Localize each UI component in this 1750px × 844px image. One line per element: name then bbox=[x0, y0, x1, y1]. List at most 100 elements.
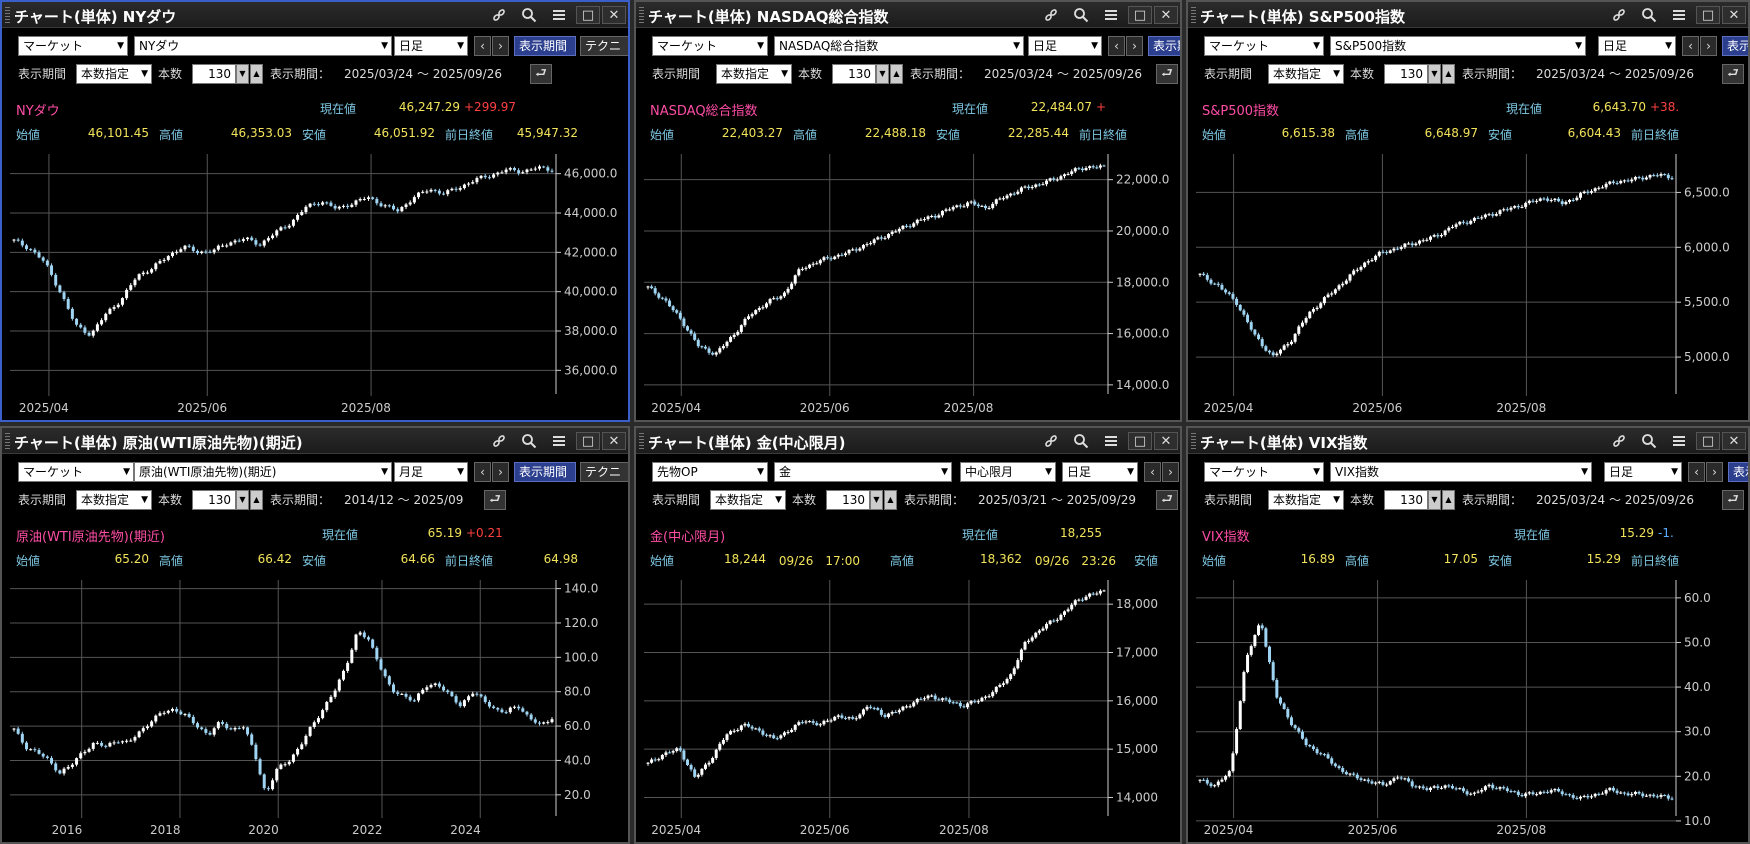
count-up-button[interactable]: ▲ bbox=[1442, 490, 1455, 510]
prev-button[interactable]: ‹ bbox=[474, 462, 491, 482]
prev-button[interactable]: ‹ bbox=[1688, 462, 1705, 482]
link-button[interactable] bbox=[484, 430, 514, 452]
technical-button[interactable]: テクニ bbox=[580, 462, 628, 482]
count-up-button[interactable]: ▲ bbox=[884, 490, 897, 510]
title-bar[interactable]: チャート(単体) VIX指数 □ ✕ bbox=[1188, 428, 1748, 454]
drag-grip-icon[interactable] bbox=[639, 433, 644, 449]
prev-button[interactable]: ‹ bbox=[1144, 462, 1161, 482]
select-1[interactable]: 先物OP ▼ bbox=[652, 462, 768, 482]
select-2[interactable]: NYダウ ▼ bbox=[134, 36, 392, 56]
zoom-button[interactable] bbox=[514, 4, 544, 26]
next-button[interactable]: › bbox=[1700, 36, 1717, 56]
chart-area[interactable]: 18,000 17,000 16,000 15,000 14,000 2025/04 202… bbox=[636, 574, 1180, 842]
zoom-button[interactable] bbox=[1634, 430, 1664, 452]
select-2[interactable]: NASDAQ総合指数 ▼ bbox=[774, 36, 1024, 56]
maximize-button[interactable]: □ bbox=[1128, 432, 1152, 450]
reload-button[interactable]: ⮐ bbox=[530, 64, 552, 84]
zoom-button[interactable] bbox=[1066, 4, 1096, 26]
menu-button[interactable] bbox=[544, 4, 574, 26]
count-spec-select[interactable]: 本数指定 ▼ bbox=[1268, 490, 1344, 510]
link-button[interactable] bbox=[1604, 430, 1634, 452]
title-bar[interactable]: チャート(単体) S&P500指数 □ ✕ bbox=[1188, 2, 1748, 28]
count-spec-select[interactable]: 本数指定 ▼ bbox=[1268, 64, 1344, 84]
link-button[interactable] bbox=[1036, 4, 1066, 26]
next-button[interactable]: › bbox=[492, 462, 509, 482]
count-input[interactable]: 130 bbox=[1384, 64, 1428, 84]
select-1[interactable]: マーケット ▼ bbox=[18, 36, 128, 56]
close-button[interactable]: ✕ bbox=[1722, 432, 1746, 450]
menu-button[interactable] bbox=[544, 430, 574, 452]
chart-area[interactable]: 60.0 50.0 40.0 30.0 20.0 10.0 2025/04 2025/06 20… bbox=[1188, 574, 1748, 842]
reload-button[interactable]: ⮐ bbox=[1722, 490, 1744, 510]
technical-button[interactable]: テクニ bbox=[580, 36, 628, 56]
drag-grip-icon[interactable] bbox=[1191, 433, 1196, 449]
display-period-button[interactable]: 表示期間 bbox=[514, 36, 576, 56]
drag-grip-icon[interactable] bbox=[5, 433, 10, 449]
drag-grip-icon[interactable] bbox=[5, 7, 10, 23]
select-3[interactable]: 中心限月 ▼ bbox=[960, 462, 1056, 482]
chart-area[interactable]: 140.0 120.0 100.0 80.0 60.0 40.0 20.0 2016 2018 2… bbox=[2, 574, 628, 842]
count-input[interactable]: 130 bbox=[192, 64, 236, 84]
count-spec-select[interactable]: 本数指定 ▼ bbox=[710, 490, 786, 510]
count-spec-select[interactable]: 本数指定 ▼ bbox=[716, 64, 792, 84]
next-button[interactable]: › bbox=[1126, 36, 1143, 56]
display-period-button[interactable]: 表示期間 bbox=[1722, 36, 1748, 56]
chart-area[interactable]: 46,000.0 44,000.0 42,000.0 40,000.0 38,000.0… bbox=[2, 148, 628, 420]
select-3[interactable]: 月足 ▼ bbox=[394, 462, 468, 482]
maximize-button[interactable]: □ bbox=[1696, 6, 1720, 24]
count-up-button[interactable]: ▲ bbox=[250, 490, 263, 510]
select-4[interactable]: 日足 ▼ bbox=[1062, 462, 1138, 482]
count-input[interactable]: 130 bbox=[1384, 490, 1428, 510]
next-button[interactable]: › bbox=[492, 36, 509, 56]
maximize-button[interactable]: □ bbox=[576, 6, 600, 24]
reload-button[interactable]: ⮐ bbox=[1722, 64, 1744, 84]
reload-button[interactable]: ⮐ bbox=[484, 490, 506, 510]
close-button[interactable]: ✕ bbox=[1154, 432, 1178, 450]
menu-button[interactable] bbox=[1096, 4, 1126, 26]
reload-button[interactable]: ⮐ bbox=[1156, 64, 1178, 84]
maximize-button[interactable]: □ bbox=[576, 432, 600, 450]
close-button[interactable]: ✕ bbox=[602, 432, 626, 450]
select-3[interactable]: 日足 ▼ bbox=[1604, 462, 1682, 482]
count-down-button[interactable]: ▼ bbox=[236, 490, 249, 510]
link-button[interactable] bbox=[1036, 430, 1066, 452]
select-3[interactable]: 日足 ▼ bbox=[1598, 36, 1676, 56]
zoom-button[interactable] bbox=[514, 430, 544, 452]
select-2[interactable]: VIX指数 ▼ bbox=[1330, 462, 1592, 482]
select-2[interactable]: S&P500指数 ▼ bbox=[1330, 36, 1586, 56]
zoom-button[interactable] bbox=[1634, 4, 1664, 26]
maximize-button[interactable]: □ bbox=[1696, 432, 1720, 450]
count-down-button[interactable]: ▼ bbox=[870, 490, 883, 510]
display-period-button[interactable]: 表示期間 bbox=[1728, 462, 1748, 482]
prev-button[interactable]: ‹ bbox=[1108, 36, 1125, 56]
menu-button[interactable] bbox=[1096, 430, 1126, 452]
chart-area[interactable]: 6,500.0 6,000.0 5,500.0 5,000.0 2025/04 2025/… bbox=[1188, 148, 1748, 420]
count-up-button[interactable]: ▲ bbox=[250, 64, 263, 84]
title-bar[interactable]: チャート(単体) 原油(WTI原油先物)(期近) □ ✕ bbox=[2, 428, 628, 454]
zoom-button[interactable] bbox=[1066, 430, 1096, 452]
chart-area[interactable]: 22,000.0 20,000.0 18,000.0 16,000.0 14,000.0… bbox=[636, 148, 1180, 420]
count-down-button[interactable]: ▼ bbox=[236, 64, 249, 84]
display-period-button[interactable]: 表示期間 bbox=[1148, 36, 1180, 56]
close-button[interactable]: ✕ bbox=[1154, 6, 1178, 24]
close-button[interactable]: ✕ bbox=[1722, 6, 1746, 24]
select-1[interactable]: マーケット ▼ bbox=[1204, 36, 1324, 56]
next-button[interactable]: › bbox=[1162, 462, 1179, 482]
close-button[interactable]: ✕ bbox=[602, 6, 626, 24]
select-1[interactable]: マーケット ▼ bbox=[1204, 462, 1324, 482]
select-2[interactable]: 金 ▼ bbox=[774, 462, 952, 482]
select-2[interactable]: 原油(WTI原油先物)(期近) ▼ bbox=[134, 462, 392, 482]
count-spec-select[interactable]: 本数指定 ▼ bbox=[76, 490, 152, 510]
count-input[interactable]: 130 bbox=[832, 64, 876, 84]
count-down-button[interactable]: ▼ bbox=[1428, 64, 1441, 84]
menu-button[interactable] bbox=[1664, 4, 1694, 26]
select-3[interactable]: 日足 ▼ bbox=[394, 36, 468, 56]
maximize-button[interactable]: □ bbox=[1128, 6, 1152, 24]
prev-button[interactable]: ‹ bbox=[1682, 36, 1699, 56]
prev-button[interactable]: ‹ bbox=[474, 36, 491, 56]
title-bar[interactable]: チャート(単体) NYダウ □ ✕ bbox=[2, 2, 628, 28]
select-1[interactable]: マーケット ▼ bbox=[18, 462, 134, 482]
count-spec-select[interactable]: 本数指定 ▼ bbox=[76, 64, 152, 84]
count-down-button[interactable]: ▼ bbox=[1428, 490, 1441, 510]
link-button[interactable] bbox=[484, 4, 514, 26]
